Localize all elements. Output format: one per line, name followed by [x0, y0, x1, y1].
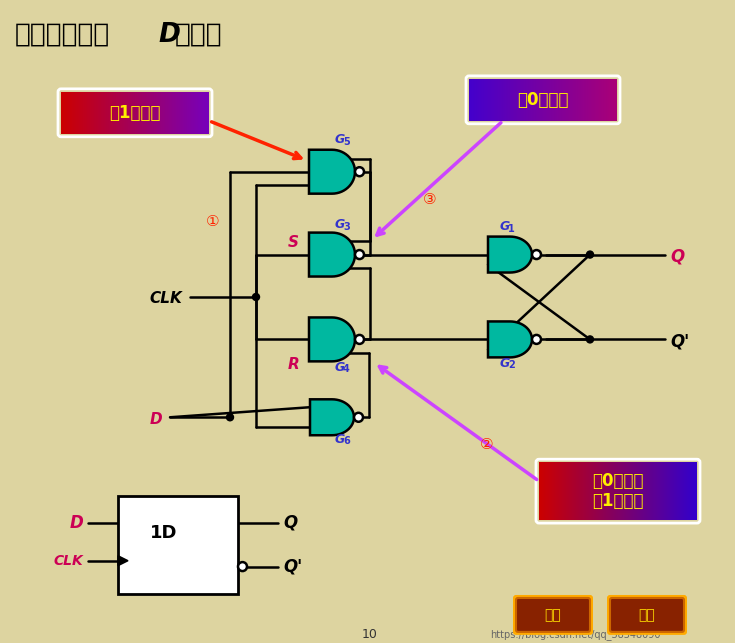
Circle shape	[355, 335, 364, 344]
Text: ③: ③	[423, 192, 437, 207]
Text: D: D	[69, 514, 83, 532]
Text: G: G	[335, 433, 345, 446]
Circle shape	[587, 251, 593, 258]
Text: Q: Q	[283, 514, 297, 532]
Circle shape	[253, 293, 259, 300]
Text: Q: Q	[670, 248, 684, 266]
FancyBboxPatch shape	[513, 595, 593, 635]
Circle shape	[587, 336, 593, 343]
Text: 4: 4	[343, 365, 350, 374]
Text: CLK: CLK	[53, 554, 83, 568]
Text: R: R	[287, 357, 299, 372]
Circle shape	[226, 414, 234, 421]
Text: Q': Q'	[283, 557, 302, 575]
Text: G: G	[500, 357, 510, 370]
Circle shape	[355, 250, 364, 259]
FancyBboxPatch shape	[118, 496, 238, 594]
PathPatch shape	[310, 399, 354, 435]
Text: 置1维持线: 置1维持线	[110, 104, 161, 122]
FancyBboxPatch shape	[516, 598, 590, 632]
Text: 置0维持线: 置0维持线	[592, 472, 644, 490]
Text: 下页: 下页	[639, 608, 656, 622]
PathPatch shape	[488, 322, 532, 358]
Text: 5: 5	[343, 137, 350, 147]
Text: 置0阻塞线: 置0阻塞线	[517, 91, 569, 109]
Text: 6: 6	[343, 436, 350, 446]
Text: G: G	[335, 133, 345, 146]
PathPatch shape	[488, 237, 532, 273]
Circle shape	[532, 250, 541, 259]
Circle shape	[355, 167, 364, 176]
Text: Q': Q'	[670, 332, 689, 350]
Text: S: S	[288, 235, 299, 250]
Text: ②: ②	[480, 437, 494, 452]
Text: G: G	[500, 220, 510, 233]
FancyBboxPatch shape	[610, 598, 684, 632]
Circle shape	[532, 335, 541, 344]
FancyBboxPatch shape	[607, 595, 687, 635]
Text: D: D	[158, 22, 180, 48]
Text: 1D: 1D	[150, 524, 177, 542]
Text: D: D	[149, 412, 162, 427]
Text: G: G	[335, 361, 345, 374]
Polygon shape	[118, 556, 128, 566]
Text: G: G	[335, 218, 345, 231]
Text: 3: 3	[343, 222, 350, 231]
Text: https://blog.csdn.net/qq_38348090: https://blog.csdn.net/qq_38348090	[490, 629, 661, 640]
Circle shape	[238, 562, 247, 571]
Text: ①: ①	[207, 214, 220, 229]
PathPatch shape	[309, 233, 355, 276]
Text: 10: 10	[362, 628, 378, 642]
Text: CLK: CLK	[149, 291, 182, 307]
Text: 置1阻塞线: 置1阻塞线	[592, 493, 644, 511]
Circle shape	[354, 413, 363, 422]
PathPatch shape	[309, 318, 355, 361]
Text: 1: 1	[508, 224, 514, 233]
Text: 2: 2	[508, 360, 514, 370]
Text: 维持阻塞结构: 维持阻塞结构	[15, 22, 110, 48]
PathPatch shape	[309, 150, 355, 194]
Text: 上页: 上页	[545, 608, 562, 622]
Text: 触发器: 触发器	[175, 22, 223, 48]
